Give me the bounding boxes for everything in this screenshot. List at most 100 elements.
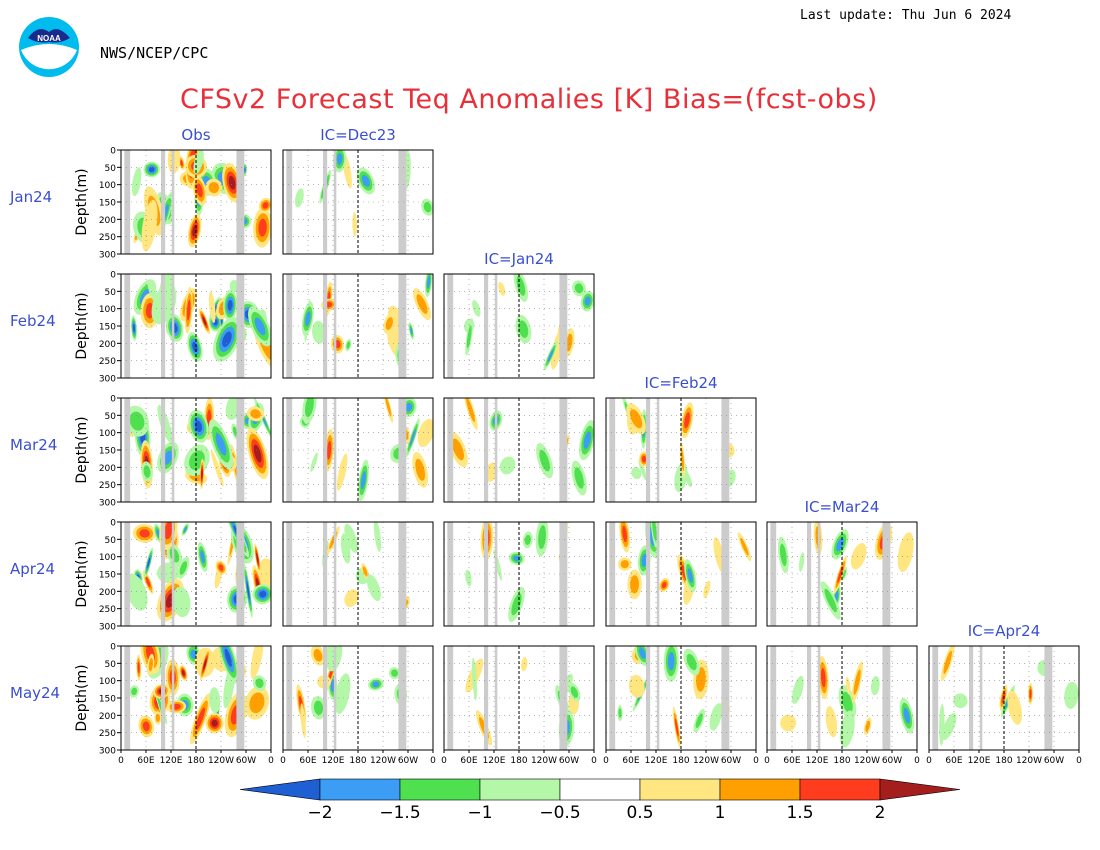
colorbar-label: 1: [715, 803, 726, 823]
land-mask: [559, 398, 568, 502]
anomaly-blob: [628, 674, 645, 698]
anomaly-blob: [740, 537, 749, 556]
land-mask: [817, 522, 821, 626]
panel-may24-2: [443, 645, 595, 751]
anomaly-blob: [680, 448, 685, 471]
noaa-logo-text: NOAA: [37, 34, 61, 43]
anomaly-blob: [622, 525, 627, 543]
x-tick-label: 120W: [1016, 756, 1042, 766]
colorbar-segment: [479, 778, 561, 801]
y-axis-feb24: 0 50 100 150 200 250 300 Depth(m): [74, 271, 122, 385]
anomaly-blob: [249, 692, 265, 714]
panel-mar24-1: [282, 397, 434, 503]
y-tick-label: 150: [99, 571, 116, 581]
org-label: NWS/NCEP/CPC: [100, 44, 209, 62]
anomaly-blob: [684, 412, 690, 429]
anomaly-blob: [246, 580, 250, 600]
colorbar: −2 −1.5 −1 −0.5 0.5 1 1.5 2: [239, 778, 961, 823]
anomaly-blob: [228, 175, 236, 190]
column-label-ic-apr24: IC=Apr24: [967, 622, 1041, 640]
anomaly-blob: [203, 658, 207, 670]
y-axis-may24: 0 50 100 150 200 250 300 Depth(m): [74, 643, 122, 757]
anomaly-blob: [630, 575, 640, 594]
anomaly-blob: [340, 533, 351, 564]
colorbar-segment: [239, 778, 321, 801]
x-tick-label: 0: [764, 756, 770, 766]
anomaly-blob: [631, 466, 642, 480]
y-tick-label: 250: [99, 605, 116, 615]
y-axis-title: Depth(m): [74, 416, 90, 483]
panel-mar24-3: [605, 397, 757, 503]
x-tick-label: 120E: [160, 756, 183, 766]
x-axis: 0 60E 120E 180 120W 60W 0 0 60E 120E 180 120W 60W 0 0 6…: [118, 750, 1082, 766]
anomaly-blob: [652, 522, 657, 542]
anomaly-blob: [472, 300, 481, 317]
land-mask: [161, 150, 166, 254]
anomaly-blob: [172, 586, 191, 618]
land-mask: [656, 522, 660, 626]
x-tick-label: 120E: [322, 756, 345, 766]
anomaly-blob: [258, 218, 267, 237]
anomaly-blob: [780, 714, 797, 732]
anomaly-blob: [939, 703, 945, 746]
y-tick-label: 200: [99, 340, 116, 350]
anomaly-blob: [521, 657, 528, 672]
land-mask: [236, 398, 245, 502]
x-tick-label: 120W: [854, 756, 880, 766]
y-tick-label: 300: [99, 499, 116, 509]
anomaly-blob: [825, 706, 838, 738]
land-mask: [161, 274, 166, 378]
land-mask: [609, 398, 616, 502]
panel-may24-0: [120, 645, 272, 751]
anomaly-blob: [423, 201, 432, 213]
x-tick-label: 0: [441, 756, 447, 766]
land-mask: [323, 522, 328, 626]
land-mask: [646, 522, 651, 626]
anomaly-blob: [703, 580, 711, 599]
anomaly-blob: [346, 341, 351, 349]
anomaly-blob: [792, 675, 804, 704]
y-tick-label: 100: [99, 181, 116, 191]
anomaly-blob: [638, 647, 646, 659]
y-tick-label: 150: [99, 323, 116, 333]
anomaly-blob: [661, 581, 667, 589]
anomaly-blob: [313, 648, 323, 662]
x-tick-label: 60E: [460, 756, 477, 766]
colorbar-label: 1.5: [786, 803, 813, 823]
anomaly-blob: [125, 573, 148, 611]
land-mask: [398, 522, 407, 626]
land-mask: [171, 522, 175, 626]
anomaly-blob: [620, 560, 629, 569]
land-mask: [398, 646, 407, 750]
land-mask: [969, 646, 974, 750]
land-mask: [171, 646, 175, 750]
x-tick-label: 60E: [622, 756, 639, 766]
land-mask: [124, 522, 131, 626]
anomaly-blob: [330, 679, 335, 693]
land-mask: [807, 522, 812, 626]
x-tick-label: 180: [349, 756, 366, 766]
anomaly-blob: [172, 703, 181, 710]
land-mask: [286, 150, 293, 254]
land-mask: [609, 646, 616, 750]
anomaly-blob: [667, 652, 675, 671]
land-mask: [721, 398, 730, 502]
colorbar-label: 0.5: [626, 803, 653, 823]
y-tick-label: 0: [110, 271, 116, 281]
anomaly-blob: [687, 568, 693, 583]
anomaly-blob: [139, 529, 150, 538]
land-mask: [333, 274, 337, 378]
x-tick-label: 60E: [299, 756, 316, 766]
anomaly-blob: [574, 283, 584, 294]
x-tick-label: 60E: [137, 756, 154, 766]
panel-feb24-2: [443, 273, 595, 379]
land-mask: [494, 646, 498, 750]
anomaly-blob: [695, 713, 703, 729]
land-mask: [932, 646, 939, 750]
land-mask: [484, 274, 489, 378]
anomaly-blob: [820, 668, 826, 688]
x-tick-label: 0: [1076, 756, 1082, 766]
panel-frame: [766, 521, 918, 627]
anomaly-blob: [310, 452, 318, 472]
x-tick-label: 60E: [783, 756, 800, 766]
